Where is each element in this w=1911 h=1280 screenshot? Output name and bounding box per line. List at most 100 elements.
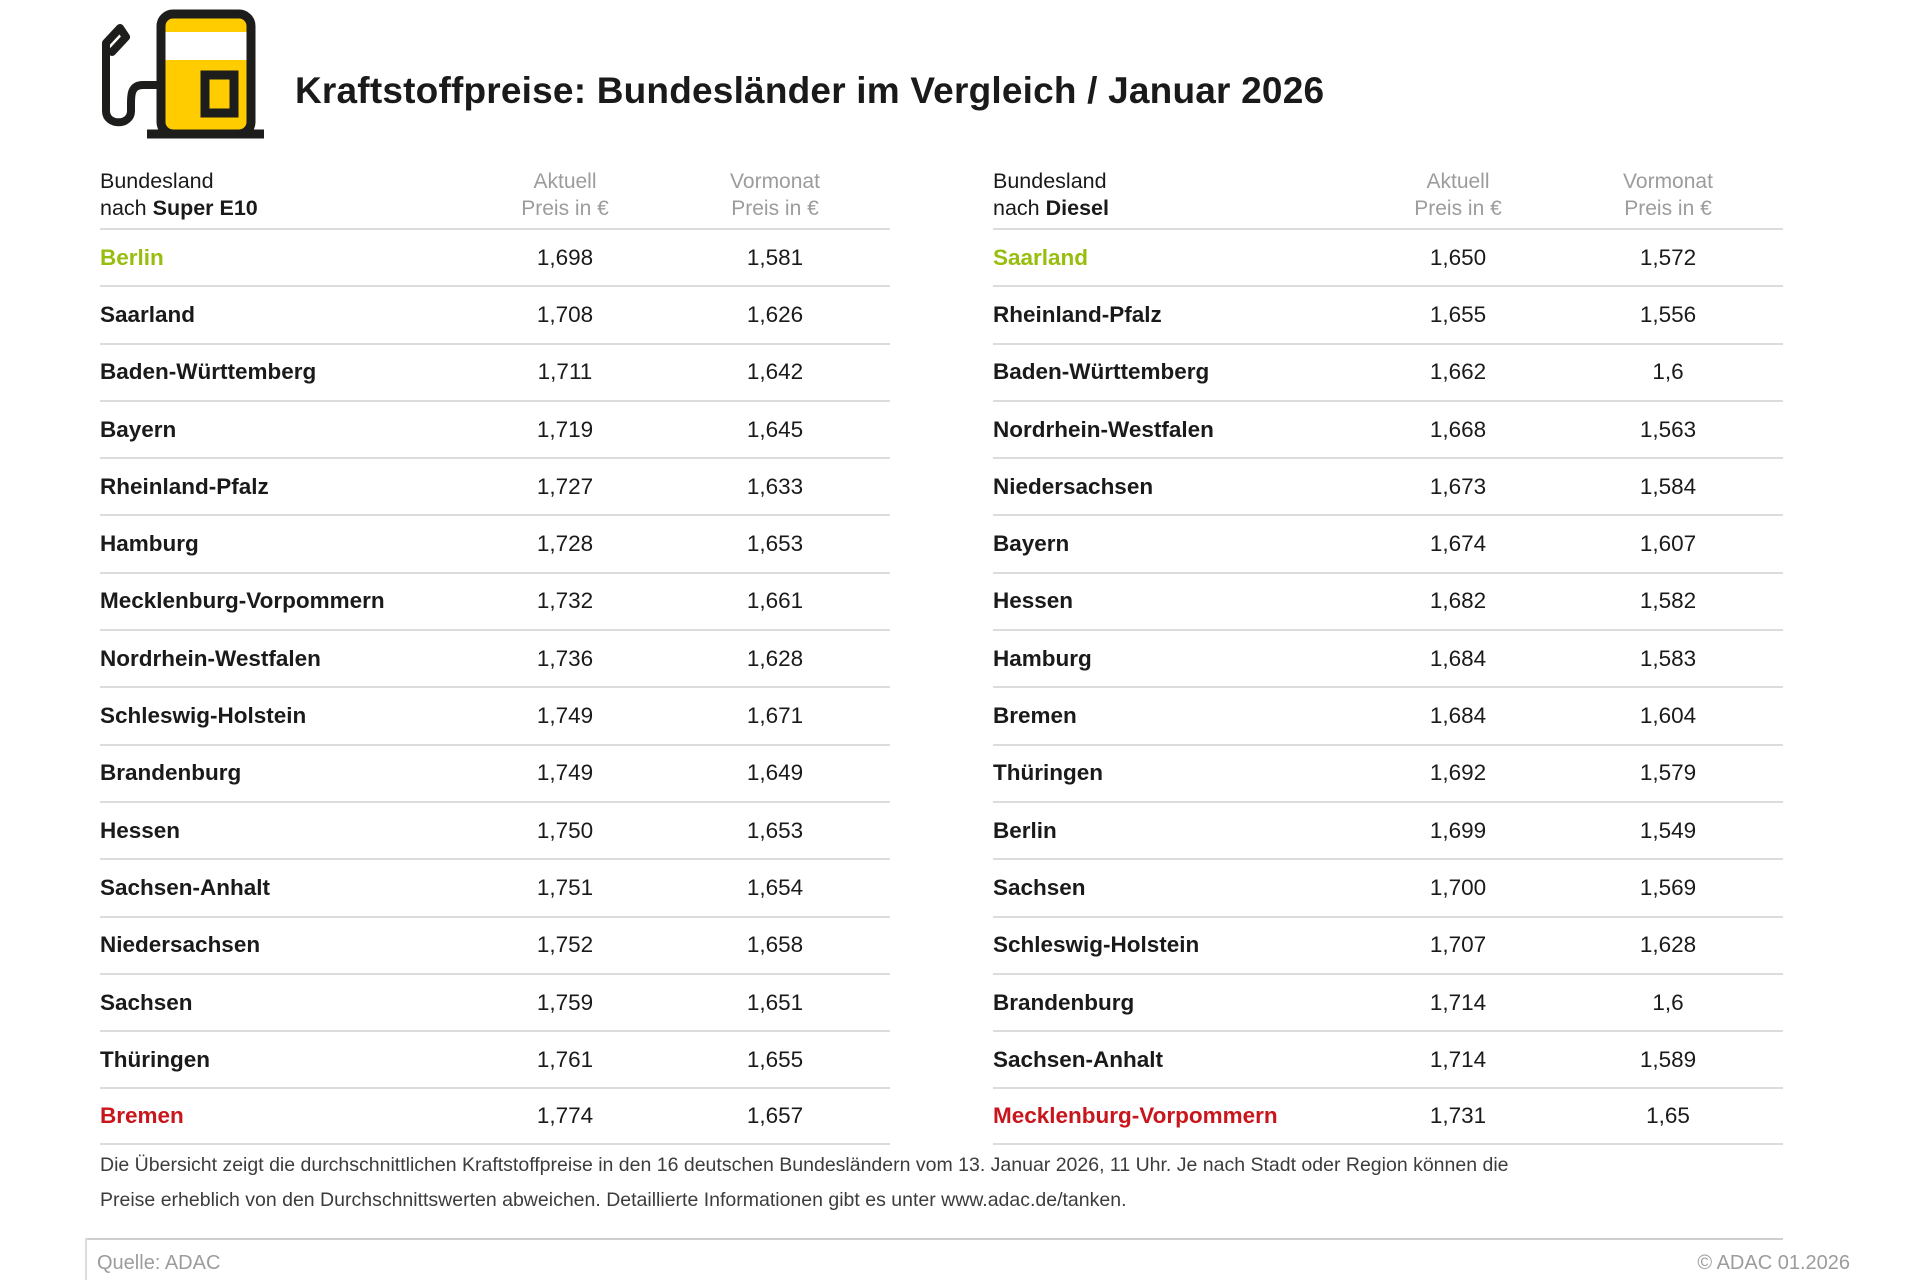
table-row: Bayern 1,674 1,607 [993, 514, 1783, 571]
footnote-line1: Die Übersicht zeigt die durchschnittlich… [100, 1154, 1509, 1176]
column-header-vormonat: Vormonat Preis in € [730, 170, 820, 220]
state-name: Bremen [993, 703, 1077, 729]
state-name: Niedersachsen [993, 473, 1154, 499]
price-aktuell: 1,673 [1429, 473, 1487, 499]
price-aktuell: 1,731 [1429, 1103, 1487, 1129]
state-name: Sachsen [100, 989, 193, 1015]
price-aktuell: 1,699 [1429, 817, 1487, 843]
state-name: Hamburg [993, 645, 1092, 671]
price-vormonat: 1,6 [1652, 989, 1684, 1015]
state-name: Sachsen-Anhalt [100, 874, 271, 900]
price-vormonat: 1,582 [1639, 588, 1697, 614]
price-vormonat: 1,651 [746, 989, 804, 1015]
state-name: Niedersachsen [100, 932, 261, 958]
source-label: Quelle: ADAC [97, 1252, 221, 1274]
state-name: Rheinland-Pfalz [993, 301, 1162, 327]
price-aktuell: 1,714 [1429, 1046, 1487, 1072]
table-row: Saarland 1,708 1,626 [100, 285, 890, 342]
table-header: Bundesland nach Diesel Aktuell Preis in … [993, 168, 1783, 228]
table-row: Brandenburg 1,714 1,6 [993, 972, 1783, 1030]
price-vormonat: 1,569 [1639, 874, 1697, 900]
copyright-label: © ADAC 01.2026 [1697, 1252, 1850, 1274]
price-vormonat: 1,653 [746, 531, 804, 557]
table-row: Hamburg 1,684 1,583 [993, 629, 1783, 686]
table-row: Schleswig-Holstein 1,707 1,628 [993, 915, 1783, 973]
price-aktuell: 1,708 [536, 301, 594, 327]
state-name: Mecklenburg-Vorpommern [993, 1103, 1278, 1129]
price-aktuell: 1,759 [536, 989, 594, 1015]
price-aktuell: 1,761 [536, 1046, 594, 1072]
price-vormonat: 1,584 [1639, 473, 1697, 499]
price-vormonat: 1,645 [746, 416, 804, 442]
price-vormonat: 1,556 [1639, 301, 1697, 327]
table-row: Baden-Württemberg 1,662 1,6 [993, 342, 1783, 400]
price-aktuell: 1,749 [536, 703, 594, 729]
table-row: Niedersachsen 1,673 1,584 [993, 457, 1783, 514]
price-aktuell: 1,711 [537, 359, 593, 385]
column-header-bundesland: Bundesland nach Diesel [993, 168, 1323, 222]
price-vormonat: 1,65 [1646, 1103, 1690, 1129]
price-vormonat: 1,655 [746, 1046, 804, 1072]
price-aktuell: 1,650 [1429, 244, 1487, 270]
table-row: Berlin 1,698 1,581 [100, 228, 890, 285]
state-name: Hessen [100, 817, 181, 843]
price-vormonat: 1,563 [1639, 416, 1697, 442]
table-row: Schleswig-Holstein 1,749 1,671 [100, 686, 890, 743]
table-row: Rheinland-Pfalz 1,655 1,556 [993, 285, 1783, 342]
column-header-vormonat: Vormonat Preis in € [1623, 170, 1713, 220]
state-name: Thüringen [993, 760, 1103, 786]
price-vormonat: 1,633 [746, 473, 804, 499]
price-aktuell: 1,700 [1429, 874, 1487, 900]
state-name: Hessen [993, 588, 1074, 614]
footer-left-tick [85, 1238, 87, 1280]
price-vormonat: 1,628 [746, 645, 804, 671]
table-row: Nordrhein-Westfalen 1,668 1,563 [993, 399, 1783, 457]
state-name: Schleswig-Holstein [993, 932, 1200, 958]
state-name: Bremen [100, 1103, 184, 1129]
column-header-aktuell: Aktuell Preis in € [1414, 170, 1502, 220]
price-aktuell: 1,732 [536, 588, 594, 614]
price-vormonat: 1,649 [746, 760, 804, 786]
column-header-bundesland: Bundesland nach Super E10 [100, 168, 430, 222]
price-aktuell: 1,692 [1429, 760, 1487, 786]
footer-divider [85, 1238, 1783, 1240]
price-aktuell: 1,698 [536, 244, 594, 270]
table-row: Rheinland-Pfalz 1,727 1,633 [100, 457, 890, 514]
price-vormonat: 1,549 [1639, 817, 1697, 843]
state-name: Saarland [993, 244, 1089, 270]
price-aktuell: 1,682 [1429, 588, 1487, 614]
table-row: Berlin 1,699 1,549 [993, 800, 1783, 858]
price-vormonat: 1,661 [746, 588, 804, 614]
price-aktuell: 1,662 [1429, 359, 1487, 385]
price-vormonat: 1,604 [1639, 703, 1697, 729]
price-vormonat: 1,572 [1639, 244, 1697, 270]
state-name: Brandenburg [993, 989, 1135, 1015]
price-vormonat: 1,658 [746, 932, 804, 958]
price-aktuell: 1,751 [536, 874, 594, 900]
price-vormonat: 1,657 [746, 1103, 804, 1129]
table-row: Hamburg 1,728 1,653 [100, 514, 890, 571]
header-line1: Bundesland [100, 169, 214, 193]
header-line1: Bundesland [993, 169, 1107, 193]
state-name: Baden-Württemberg [100, 359, 317, 385]
price-vormonat: 1,671 [746, 703, 804, 729]
table-row: Bremen 1,774 1,657 [100, 1087, 890, 1145]
state-name: Bayern [100, 416, 177, 442]
price-vormonat: 1,607 [1639, 531, 1697, 557]
price-aktuell: 1,727 [536, 473, 594, 499]
price-aktuell: 1,774 [536, 1103, 594, 1129]
price-vormonat: 1,654 [746, 874, 804, 900]
price-aktuell: 1,655 [1429, 301, 1487, 327]
table-row: Nordrhein-Westfalen 1,736 1,628 [100, 629, 890, 686]
price-aktuell: 1,707 [1429, 932, 1487, 958]
state-name: Brandenburg [100, 760, 242, 786]
price-vormonat: 1,589 [1639, 1046, 1697, 1072]
header-fuel-type: Diesel [1045, 196, 1109, 220]
table-row: Sachsen-Anhalt 1,751 1,654 [100, 858, 890, 915]
table-row: Thüringen 1,692 1,579 [993, 743, 1783, 801]
state-name: Schleswig-Holstein [100, 703, 307, 729]
table-row: Sachsen 1,700 1,569 [993, 858, 1783, 915]
state-name: Berlin [993, 817, 1057, 843]
table-row: Sachsen 1,759 1,651 [100, 972, 890, 1030]
